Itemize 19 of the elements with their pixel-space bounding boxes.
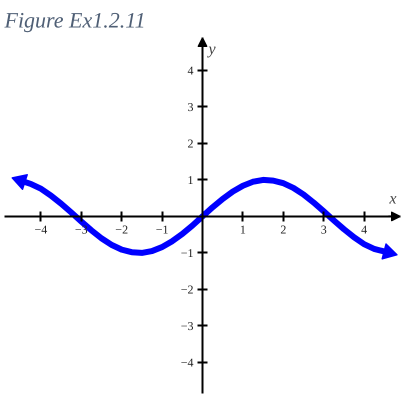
y-tick-label: 1 bbox=[188, 172, 194, 187]
x-tick-label: 2 bbox=[280, 222, 286, 236]
chart-title: Figure Ex1.2.11 bbox=[4, 8, 146, 32]
y-tick-label: −4 bbox=[180, 355, 194, 370]
y-tick-label: −3 bbox=[180, 318, 194, 333]
x-tick-label: 4 bbox=[361, 222, 368, 236]
x-tick-label: −1 bbox=[156, 222, 168, 236]
x-tick-label: −2 bbox=[115, 222, 128, 236]
x-tick-label: −4 bbox=[34, 222, 48, 236]
y-tick-label: 2 bbox=[188, 136, 194, 150]
x-tick-label: 1 bbox=[240, 222, 246, 236]
y-tick-label: −1 bbox=[180, 246, 194, 260]
x-tick-label: 3 bbox=[320, 222, 327, 236]
y-tick-label: 3 bbox=[188, 100, 194, 114]
y-axis-title: y bbox=[206, 41, 217, 58]
x-axis-title: x bbox=[388, 190, 396, 208]
y-tick-label: −2 bbox=[180, 282, 194, 296]
x-tick-label: −3 bbox=[74, 222, 88, 236]
y-tick-label: 4 bbox=[188, 63, 194, 78]
